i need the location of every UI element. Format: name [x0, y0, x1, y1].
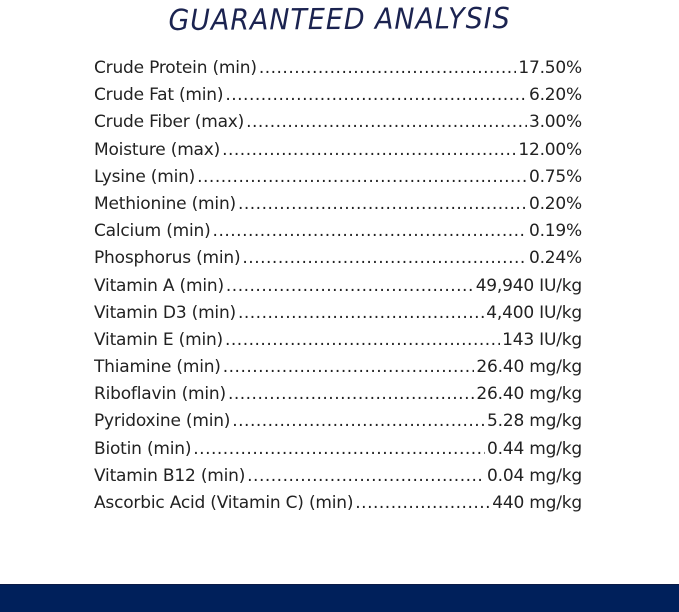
nutrient-value: 17.50%: [518, 58, 582, 78]
footer-color-band: [0, 584, 679, 612]
dot-leader: [259, 58, 517, 78]
nutrient-label: Ascorbic Acid (Vitamin C) (min): [94, 493, 354, 513]
nutrient-label: Crude Fat (min): [94, 85, 224, 106]
dot-leader: [246, 112, 527, 132]
analysis-row-calcium: Calcium (min) 0.19%: [94, 221, 582, 248]
nutrient-value: 12.00%: [518, 139, 582, 160]
dot-leader: [247, 466, 485, 486]
analysis-row-methionine: Methionine (min) 0.20%: [94, 194, 582, 221]
analysis-row-crude-fiber: Crude Fiber (max) 3.00%: [94, 112, 582, 139]
dot-leader: [213, 221, 527, 241]
nutrient-label: Vitamin D3 (min): [94, 302, 236, 323]
nutrient-label: Crude Protein (min): [94, 58, 257, 78]
dot-leader: [225, 330, 500, 350]
nutrient-label: Phosphorus (min): [94, 248, 241, 269]
guaranteed-analysis-list: Crude Protein (min) 17.50% Crude Fat (mi…: [94, 58, 582, 520]
nutrient-value: 4,400 IU/kg: [486, 302, 582, 323]
nutrient-value: 0.24%: [528, 248, 582, 269]
analysis-row-riboflavin: Riboflavin (min) 26.40 mg/kg: [94, 384, 582, 411]
nutrient-value: 26.40 mg/kg: [476, 384, 582, 405]
nutrient-label: Vitamin E (min): [94, 329, 223, 350]
dot-leader: [238, 303, 484, 323]
dot-leader: [238, 194, 527, 214]
nutrient-value: 3.00%: [528, 112, 582, 133]
analysis-row-vitamin-b12: Vitamin B12 (min) 0.04 mg/kg: [94, 466, 582, 493]
nutrient-value: 143 IU/kg: [502, 329, 582, 350]
dot-leader: [197, 167, 527, 187]
analysis-row-crude-fat: Crude Fat (min) 6.20%: [94, 85, 582, 112]
dot-leader: [355, 493, 490, 513]
dot-leader: [226, 276, 474, 296]
nutrient-label: Moisture (max): [94, 139, 221, 160]
nutrient-label: Lysine (min): [94, 166, 196, 187]
dot-leader: [193, 439, 485, 459]
page-title: GUARANTEED ANALYSIS: [168, 1, 511, 37]
analysis-row-moisture: Moisture (max) 12.00%: [94, 140, 582, 167]
nutrient-label: Pyridoxine (min): [94, 411, 231, 432]
analysis-row-biotin: Biotin (min) 0.44 mg/kg: [94, 439, 582, 466]
nutrient-value: 0.44 mg/kg: [487, 438, 582, 459]
nutrient-label: Riboflavin (min): [94, 384, 226, 405]
nutrient-value: 5.28 mg/kg: [487, 411, 582, 432]
nutrient-label: Crude Fiber (max): [94, 112, 245, 133]
analysis-row-lysine: Lysine (min) 0.75%: [94, 167, 582, 194]
dot-leader: [242, 248, 527, 268]
analysis-row-phosphorus: Phosphorus (min) 0.24%: [94, 248, 582, 275]
dot-leader: [222, 140, 516, 160]
dot-leader: [232, 411, 485, 431]
nutrient-value: 440 mg/kg: [492, 493, 582, 513]
analysis-row-pyridoxine: Pyridoxine (min) 5.28 mg/kg: [94, 411, 582, 438]
nutrient-value: 0.19%: [528, 221, 582, 242]
nutrient-value: 6.20%: [528, 85, 582, 106]
dot-leader: [225, 85, 527, 105]
nutrient-value: 26.40 mg/kg: [476, 357, 582, 378]
dot-leader: [223, 357, 475, 377]
nutrient-value: 0.75%: [528, 166, 582, 187]
nutrient-label: Methionine (min): [94, 193, 236, 214]
analysis-row-thiamine: Thiamine (min) 26.40 mg/kg: [94, 357, 582, 384]
analysis-row-ascorbic-acid: Ascorbic Acid (Vitamin C) (min) 440 mg/k…: [94, 493, 582, 520]
analysis-row-vitamin-d3: Vitamin D3 (min) 4,400 IU/kg: [94, 303, 582, 330]
nutrient-label: Biotin (min): [94, 438, 192, 459]
analysis-row-crude-protein: Crude Protein (min) 17.50%: [94, 58, 582, 85]
nutrient-label: Vitamin B12 (min): [94, 465, 246, 486]
nutrient-value: 0.20%: [528, 193, 582, 214]
nutrient-label: Vitamin A (min): [94, 275, 224, 296]
analysis-row-vitamin-e: Vitamin E (min) 143 IU/kg: [94, 330, 582, 357]
nutrient-value: 49,940 IU/kg: [475, 275, 582, 296]
nutrient-value: 0.04 mg/kg: [487, 465, 582, 486]
nutrient-label: Thiamine (min): [94, 357, 221, 378]
dot-leader: [228, 384, 474, 404]
nutrient-label: Calcium (min): [94, 221, 211, 242]
analysis-row-vitamin-a: Vitamin A (min) 49,940 IU/kg: [94, 276, 582, 303]
